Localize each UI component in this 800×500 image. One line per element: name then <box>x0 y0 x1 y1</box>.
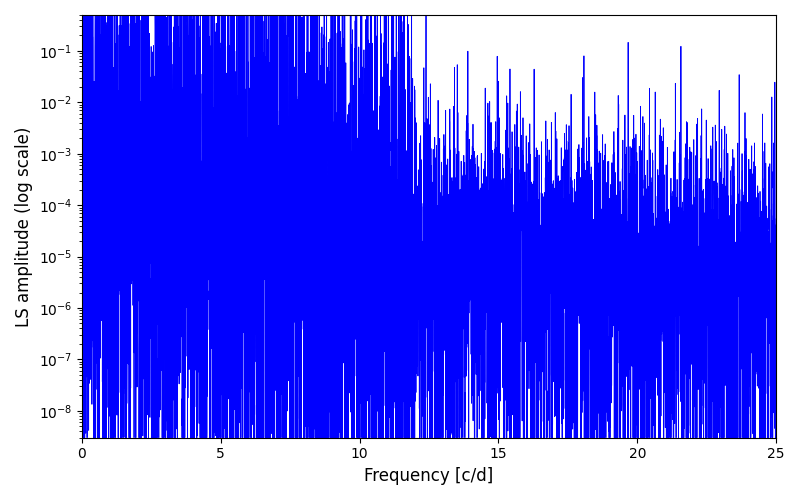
X-axis label: Frequency [c/d]: Frequency [c/d] <box>364 467 494 485</box>
Y-axis label: LS amplitude (log scale): LS amplitude (log scale) <box>15 126 33 326</box>
